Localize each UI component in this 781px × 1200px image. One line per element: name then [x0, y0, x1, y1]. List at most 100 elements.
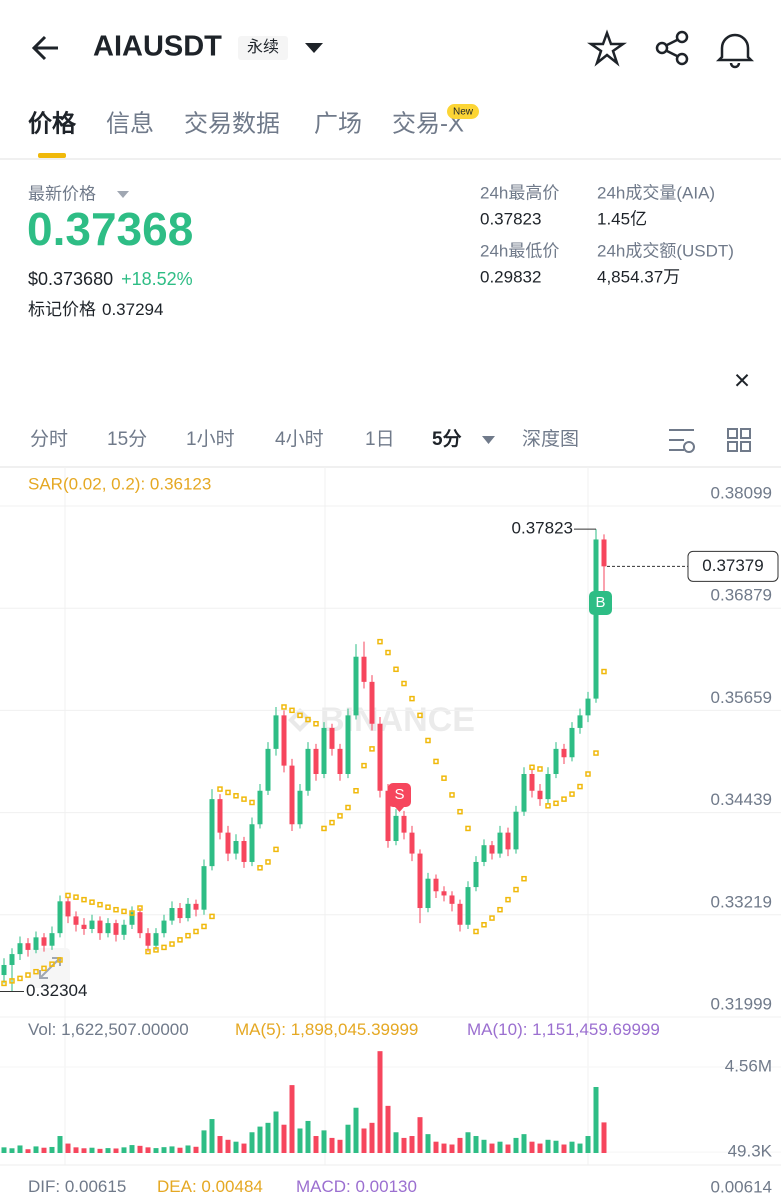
candle-body [577, 715, 583, 728]
buy-signal-bg [589, 591, 612, 615]
sar-dot [25, 972, 31, 978]
price-dropdown[interactable] [117, 191, 129, 198]
candle-body [137, 912, 143, 934]
sar-dot [257, 865, 263, 871]
sar-dot [353, 788, 359, 794]
volume-bar [361, 1128, 367, 1153]
sar-dot [9, 978, 15, 984]
interval[interactable]: 深度图 [522, 428, 579, 450]
share-icon[interactable] [655, 30, 689, 66]
favorite-icon[interactable] [587, 29, 627, 67]
volume-bar [521, 1134, 527, 1153]
price-label: 最新价格 [28, 184, 96, 203]
y-tick-label: 0.36879 [711, 586, 772, 605]
stat-value: 4,854.37万 [597, 267, 680, 286]
tab[interactable]: 信息 [106, 110, 154, 137]
y-tick-label: 0.35659 [711, 688, 772, 707]
symbol-dropdown[interactable] [305, 43, 323, 53]
interval[interactable]: 15分 [107, 428, 147, 450]
sar-dot [537, 766, 543, 772]
volume-bar [41, 1147, 47, 1153]
candle-body [417, 853, 423, 909]
candle-body [89, 920, 95, 929]
volume-bar [449, 1144, 455, 1153]
close-button[interactable]: × [734, 364, 750, 395]
candle-body [585, 698, 591, 716]
sar-dot [497, 906, 503, 913]
candle-body [425, 878, 431, 909]
watermark-logo [288, 708, 312, 732]
dif-value: DIF: 0.00615 [28, 1177, 126, 1196]
volume-bar [305, 1120, 311, 1153]
volume-bar [161, 1147, 167, 1153]
indicator-settings-icon[interactable] [669, 429, 695, 453]
candle-body [65, 901, 71, 917]
candle-body [265, 748, 271, 791]
interval[interactable]: 分时 [30, 428, 68, 450]
volume-bar [145, 1147, 151, 1153]
candle-body [465, 887, 471, 925]
volume-bar [33, 1146, 39, 1153]
interval[interactable]: 1日 [365, 429, 395, 450]
sar-dot [97, 901, 103, 908]
volume-bar [105, 1148, 111, 1153]
candle-body [145, 933, 151, 946]
y-tick-label: 0.38099 [711, 484, 772, 503]
volume-bar [513, 1137, 519, 1153]
volume-bar [81, 1148, 87, 1153]
bell-icon[interactable] [715, 33, 755, 69]
tab[interactable]: 广场 [314, 110, 362, 137]
stat-value: 0.29832 [480, 267, 541, 286]
sar-dot [289, 707, 295, 714]
tab-active[interactable]: 价格 [28, 110, 77, 137]
badge-bg [238, 36, 288, 60]
candle-body [81, 924, 87, 929]
new-badge: New [453, 107, 474, 118]
candle-body [361, 656, 367, 682]
sar-dot [521, 875, 527, 882]
sar-dot [441, 775, 447, 781]
volume-bar [433, 1141, 439, 1153]
candle-body [441, 891, 447, 896]
volume-bar [417, 1117, 423, 1153]
volume-bar [441, 1143, 447, 1153]
volume-bar [201, 1130, 207, 1153]
back-button[interactable] [31, 35, 58, 61]
sell-signal: S [394, 786, 404, 803]
volume-bar [561, 1144, 567, 1153]
volume-bar [529, 1141, 535, 1153]
candle-body [169, 908, 175, 921]
contract-badge: 永续 [247, 38, 279, 56]
sar-dot [593, 750, 599, 756]
stat-label: 24h最高价 [480, 183, 559, 202]
candle-body [113, 923, 119, 935]
sar-dot [193, 928, 199, 935]
interval-active[interactable]: 5分 [432, 428, 462, 450]
macd-legend: DIF: 0.00615 DEA: 0.00484 MACD: 0.00130 [28, 1177, 417, 1196]
candle-body [569, 727, 575, 758]
candle-body [529, 773, 535, 791]
candle-body [537, 790, 543, 800]
candle-body [201, 866, 207, 910]
interval-dropdown[interactable] [482, 436, 495, 444]
candle-body [185, 903, 191, 919]
sar-dot [41, 965, 47, 972]
layout-icon[interactable] [727, 428, 751, 452]
interval[interactable]: 4小时 [275, 428, 324, 450]
candle-body [433, 878, 439, 892]
volume-tick-label: 49.3K [728, 1142, 773, 1161]
macd-value: MACD: 0.00130 [296, 1177, 417, 1196]
buy-signal: B [595, 594, 605, 611]
sar-dot [377, 638, 383, 645]
tab[interactable]: 交易数据 [184, 110, 280, 137]
candle-body [73, 916, 79, 925]
sar-dot [577, 783, 583, 790]
volume-bar [281, 1124, 287, 1153]
sar-dot [473, 928, 479, 935]
candle-body [1, 964, 7, 976]
sar-dot [201, 923, 207, 930]
sell-signal-bg [388, 783, 411, 807]
interval[interactable]: 1小时 [186, 428, 235, 450]
sar-dot [105, 904, 111, 910]
